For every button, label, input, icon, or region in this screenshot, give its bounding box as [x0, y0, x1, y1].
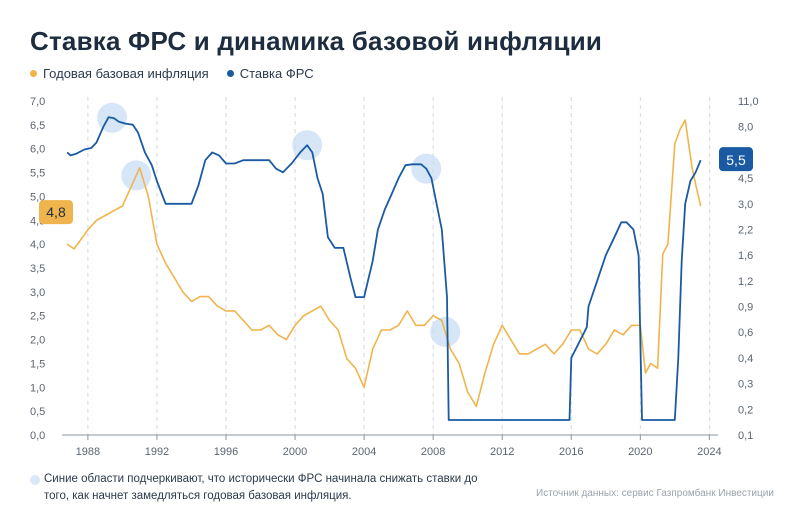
y-right-tick-label: 4,5 [738, 173, 753, 185]
legend-label-fed: Ставка ФРС [239, 66, 314, 81]
x-tick-label: 1996 [214, 446, 238, 458]
y-right-tick-label: 1,2 [738, 276, 753, 288]
x-tick-label: 2012 [490, 446, 514, 458]
y-left-tick-label: 1,0 [30, 382, 45, 394]
x-tick-label: 1988 [76, 446, 100, 458]
y-left-tick-label: 7,0 [30, 96, 45, 108]
y-left-tick-label: 5,5 [30, 168, 45, 180]
legend-item-fed: Ставка ФРС [226, 66, 314, 81]
y-right-tick-label: 0,6 [738, 327, 753, 339]
y-right-tick-label: 0,4 [738, 353, 753, 365]
x-tick-label: 2000 [283, 446, 307, 458]
legend-dot-fed [226, 70, 234, 77]
y-right-tick-label: 2,2 [738, 224, 753, 236]
y-left-tick-label: 0,0 [30, 430, 45, 442]
y-right-tick-label: 8,0 [738, 122, 753, 134]
x-tick-label: 1992 [145, 446, 169, 458]
y-right-tick-label: 0,3 [738, 379, 753, 391]
y-left-tick-label: 6,5 [30, 120, 45, 132]
highlight-bubble-icon [30, 475, 40, 485]
chart-legend: Годовая базовая инфляция Ставка ФРС [30, 66, 314, 81]
y-right-tick-label: 0,1 [738, 430, 753, 442]
chart-title: Ставка ФРС и динамика базовой инфляции [30, 26, 603, 56]
y-left-tick-label: 0,5 [30, 406, 45, 418]
legend-label-inflation: Годовая базовая инфляция [43, 66, 209, 81]
y-left-tick-label: 5,0 [30, 191, 45, 203]
x-tick-label: 2008 [421, 446, 445, 458]
y-left-tick-label: 2,5 [30, 311, 45, 323]
fed-value-badge [719, 147, 753, 172]
y-right-tick-label: 1,6 [738, 250, 753, 262]
line-chart: 1988 1992 1996 2000 2004 2008 2012 2016 2020 2024… [30, 96, 759, 458]
x-tick-label: 2016 [559, 446, 583, 458]
footnote: Синие области подчеркивают, что историче… [30, 471, 500, 505]
x-tick-label: 2004 [352, 446, 376, 458]
footnote-text: Синие области подчеркивают, что историче… [44, 473, 478, 502]
x-tick-label: 2024 [697, 446, 721, 458]
y-left-tick-label: 6,0 [30, 144, 45, 156]
inflation-value-badge [39, 200, 73, 225]
y-left-tick-label: 2,0 [30, 335, 45, 347]
legend-dot-inflation [30, 70, 37, 77]
fed-value-label: 5,5 [726, 152, 746, 168]
source-note: Источник данных: сервис Газпромбанк Инве… [536, 488, 774, 499]
y-left-tick-label: 3,0 [30, 287, 45, 299]
y-right-tick-label: 11,0 [738, 96, 759, 108]
y-left-tick-label: 3,5 [30, 263, 45, 275]
series-line-inflation [66, 119, 702, 408]
x-tick-label: 2020 [628, 446, 652, 458]
y-left-tick-label: 1,5 [30, 358, 45, 370]
legend-item-inflation: Годовая базовая инфляция [30, 66, 209, 81]
series-line-fed [66, 116, 702, 421]
y-right-tick-label: 0,9 [738, 302, 753, 314]
y-right-tick-label: 3,0 [738, 199, 753, 211]
inflation-value-label: 4,8 [46, 204, 66, 220]
y-left-tick-label: 4,0 [30, 239, 45, 251]
y-right-tick-label: 0,2 [738, 404, 753, 416]
